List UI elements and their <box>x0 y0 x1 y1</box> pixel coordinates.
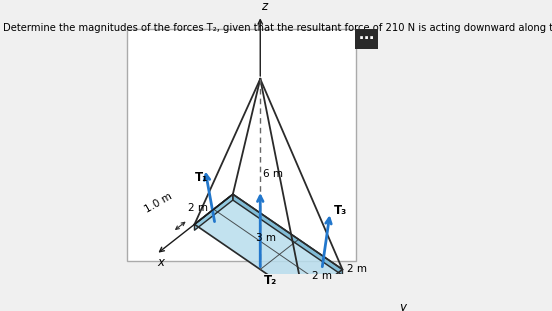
Polygon shape <box>194 194 233 230</box>
Text: 1.0 m: 1.0 m <box>144 191 174 215</box>
Text: 3 m: 3 m <box>256 233 276 243</box>
Text: T₂: T₂ <box>264 274 278 287</box>
Polygon shape <box>233 194 342 275</box>
Text: x: x <box>157 256 164 269</box>
FancyBboxPatch shape <box>355 29 378 49</box>
Text: T₁: T₁ <box>195 171 208 184</box>
Text: T₃: T₃ <box>334 204 347 217</box>
Text: ⋯: ⋯ <box>359 31 374 46</box>
FancyBboxPatch shape <box>127 29 356 261</box>
Text: 6 m: 6 m <box>263 169 283 179</box>
Text: z: z <box>261 0 267 13</box>
Polygon shape <box>194 194 342 299</box>
Text: 2 m: 2 m <box>347 264 367 274</box>
Text: 2 m: 2 m <box>312 271 332 281</box>
Text: Determine the magnitudes of the forces T₂, given that the resultant force of 210: Determine the magnitudes of the forces T… <box>3 23 552 33</box>
Text: y: y <box>399 300 406 311</box>
Text: 2 m: 2 m <box>188 203 208 213</box>
